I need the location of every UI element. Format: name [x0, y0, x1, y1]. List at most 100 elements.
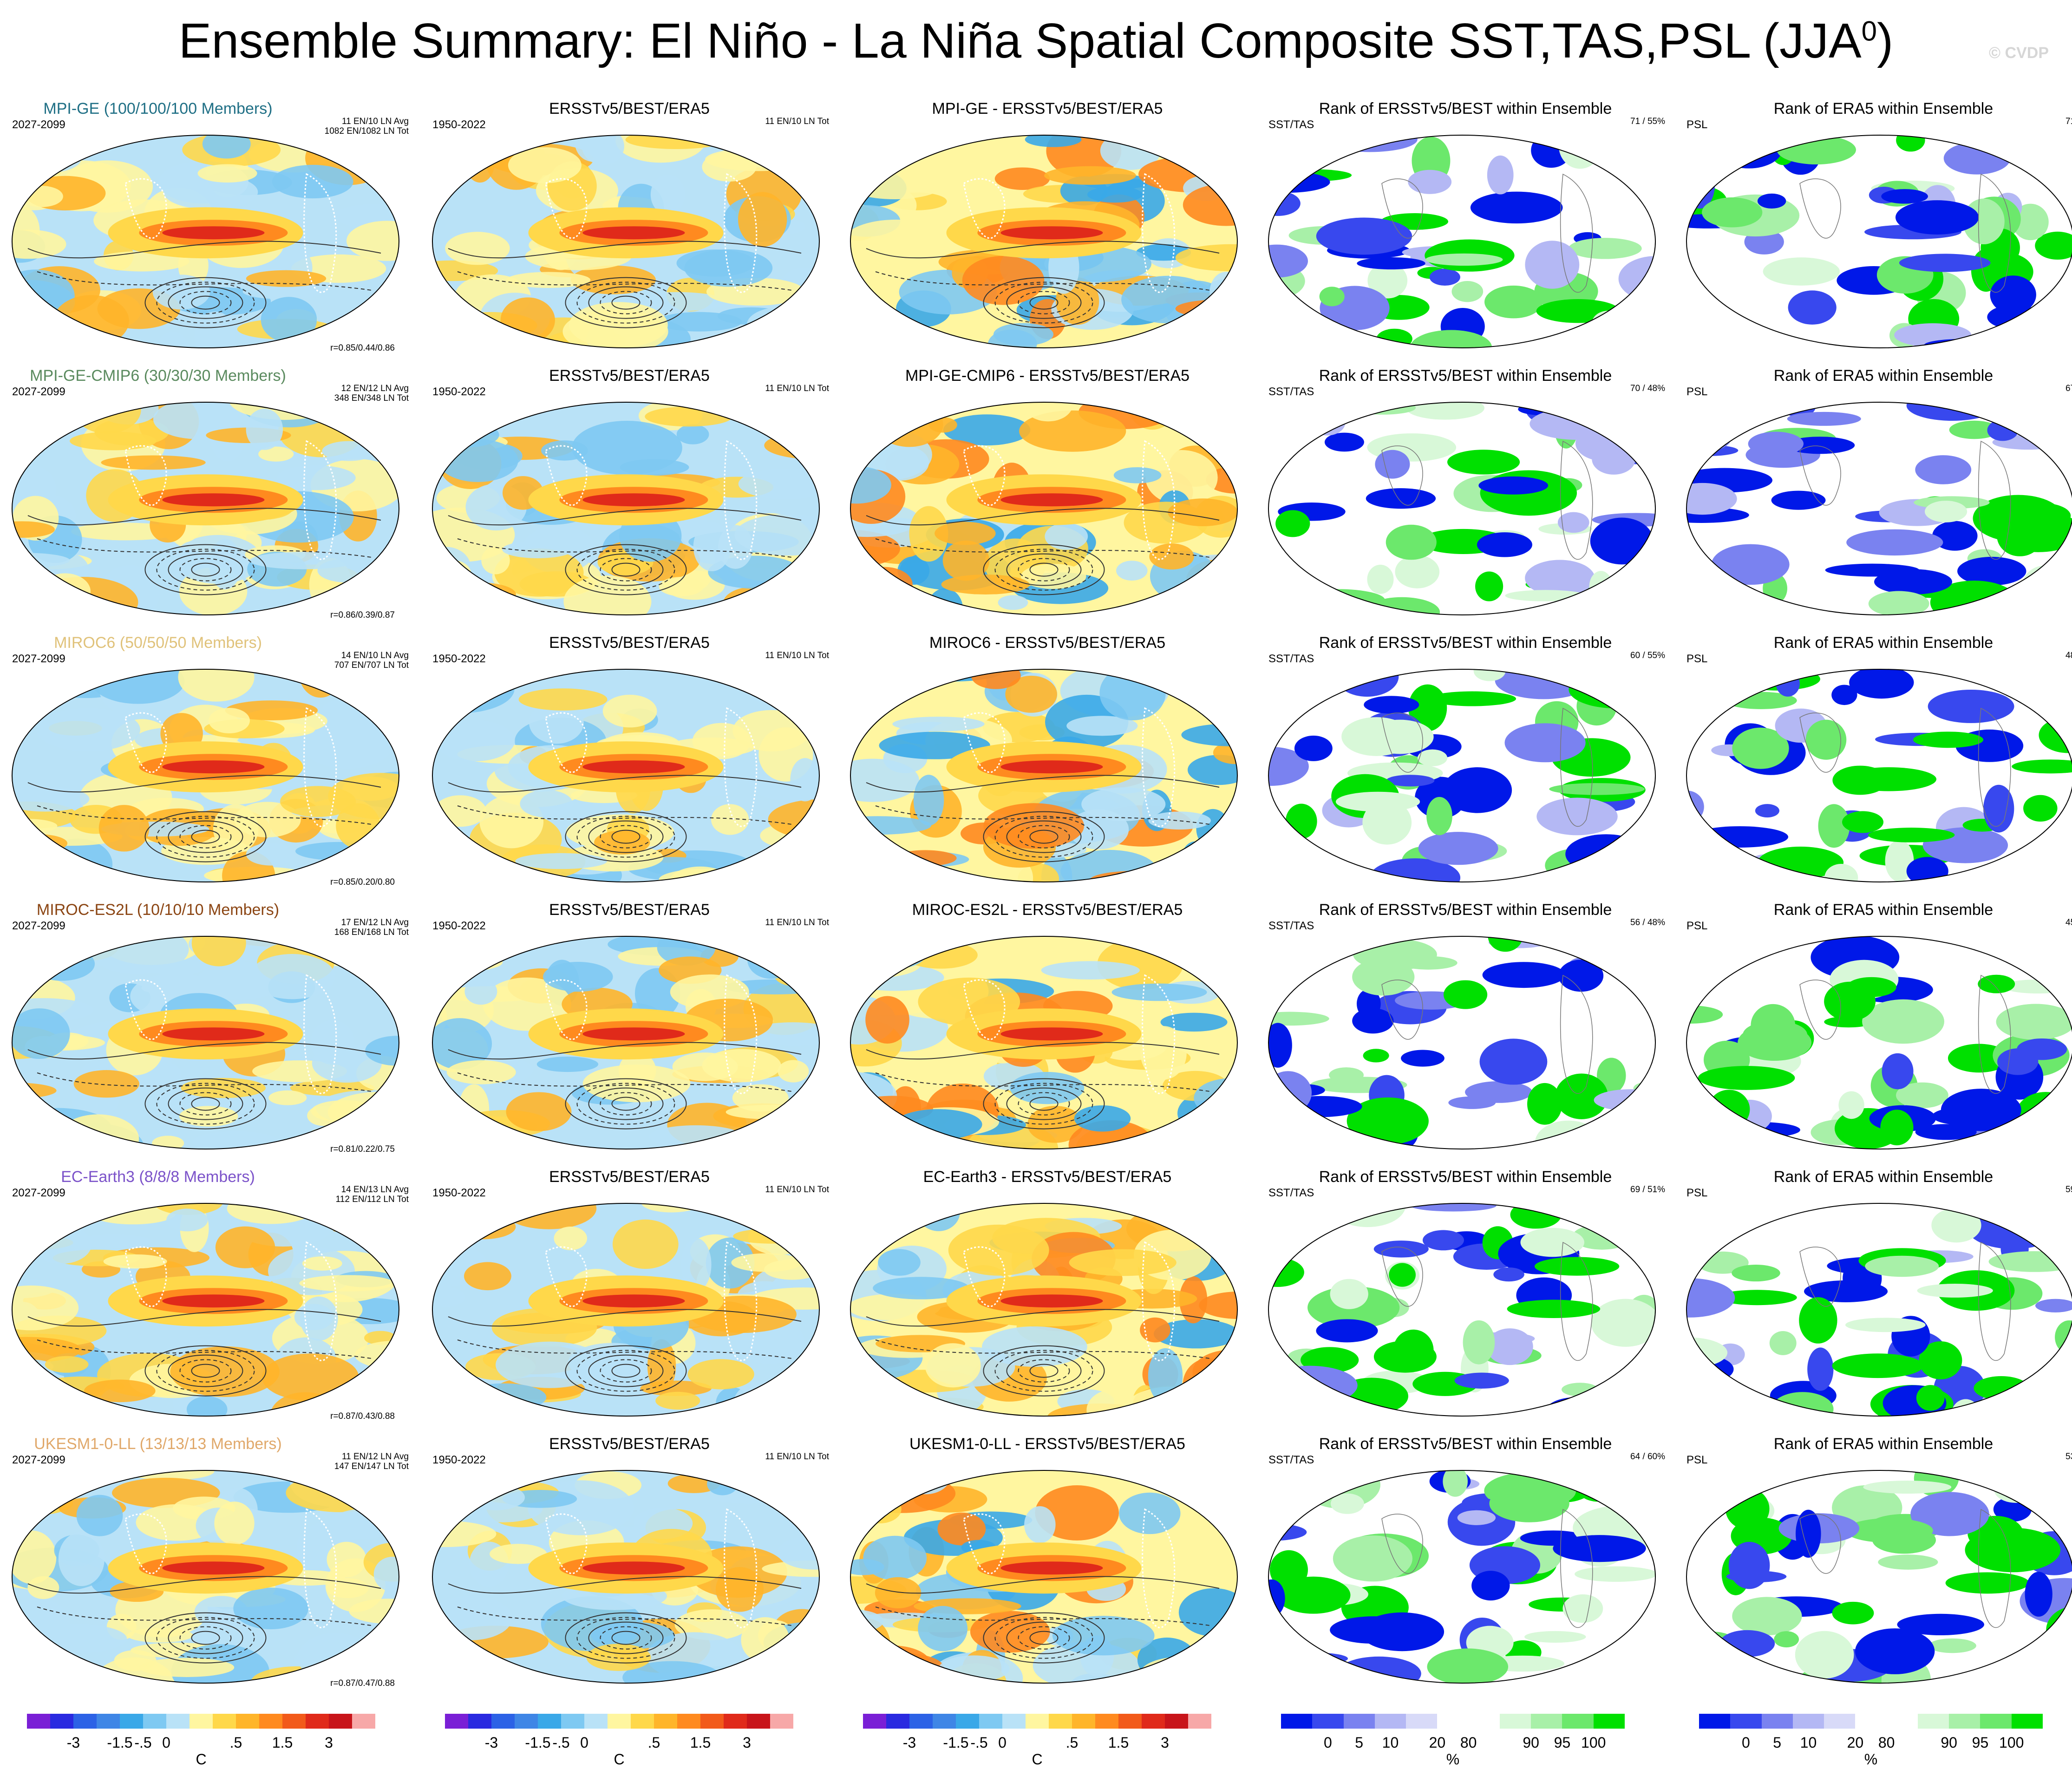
map-obs [432, 1203, 820, 1417]
colorbar-swatch [2011, 1714, 2043, 1729]
panel-title: Rank of ERA5 within Ensemble [1773, 100, 1994, 118]
colorbar-swatch [1792, 1714, 1824, 1729]
colorbar-swatch [886, 1714, 909, 1729]
panel-left-label: 1950-2022 [432, 385, 486, 398]
colorbar-swatch [1049, 1714, 1072, 1729]
map-obs [432, 402, 820, 615]
panel-left-label: SST/TAS [1268, 118, 1314, 131]
panel-right-label: 11 EN/10 LN Tot [765, 651, 829, 660]
panel-title: MPI-GE (100/100/100 Members) [43, 100, 273, 118]
colorbar-swatch [1095, 1714, 1118, 1729]
colorbar-tick-label: -3 [484, 1734, 498, 1751]
colorbar-swatch [97, 1714, 120, 1729]
panel-left-label: 1950-2022 [432, 653, 486, 665]
colorbar-swatch [259, 1714, 282, 1729]
map-rank_psl [1686, 669, 2072, 882]
map-diff [850, 1470, 1238, 1684]
colorbar-swatch [1406, 1714, 1438, 1729]
colorbar-tick-label: 3 [1161, 1734, 1169, 1751]
colorbar-swatch [608, 1714, 631, 1729]
colorbar-tick-label: -1.5 [943, 1734, 969, 1751]
panel-right-label: 11 EN/10 LN Avg 1082 EN/1082 LN Tot [325, 117, 409, 136]
event-count-tot: 348 EN/348 LN Tot [334, 393, 409, 403]
panel-right-label: 69 / 51% [1630, 1185, 1665, 1195]
cvdp-watermark: © CVDP [1989, 44, 2049, 62]
panel-left-label: PSL [1686, 1454, 1708, 1466]
colorbar-swatch [724, 1714, 747, 1729]
colorbar-swatch [979, 1714, 1002, 1729]
panel-left-label: 2027-2099 [12, 385, 65, 398]
panel-rank_psl: Rank of ERA5 within Ensemble PSL 48% [1679, 634, 2072, 894]
panel-title: Rank of ERSSTv5/BEST within Ensemble [1319, 367, 1612, 385]
map-rank_sst [1268, 669, 1656, 882]
panel-title: EC-Earth3 (8/8/8 Members) [61, 1168, 255, 1186]
colorbar-swatch [1917, 1714, 1949, 1729]
colorbar-swatch [654, 1714, 677, 1729]
panel-right-label: 60 / 55% [1630, 651, 1665, 660]
colorbar-swatch [143, 1714, 166, 1729]
pattern-correlation: r=0.85/0.44/0.86 [330, 343, 395, 353]
panel-left-label: 2027-2099 [12, 1454, 65, 1466]
map-obs [432, 135, 820, 348]
panel-left-label: 1950-2022 [432, 920, 486, 932]
panel-left-label: 1950-2022 [432, 118, 486, 131]
colorbar-swatch [1949, 1714, 1980, 1729]
colorbar-anomaly: -3 -1.5 -.5 0 .5 1.5 3 C [27, 1714, 375, 1768]
colorbar-swatch [27, 1714, 50, 1729]
colorbar-swatch [933, 1714, 956, 1729]
panel-model: MPI-GE (100/100/100 Members) r=0.85/0.44/… [5, 100, 413, 360]
panel-right-label: 71 / 55% [1630, 117, 1665, 126]
panel-title: Rank of ERSSTv5/BEST within Ensemble [1319, 1168, 1612, 1186]
panel-obs: ERSSTv5/BEST/ERA5 1950-2022 11 EN/10 LN To… [425, 1168, 834, 1428]
colorbar-swatch [1072, 1714, 1095, 1729]
colorbar-cells [445, 1714, 793, 1729]
colorbar-swatch [1824, 1714, 1856, 1729]
panel-right-label: 11 EN/10 LN Tot [765, 1452, 829, 1462]
map-rank_sst [1268, 135, 1656, 348]
event-count-tot: 168 EN/168 LN Tot [334, 927, 409, 937]
colorbar-tick-label: 20 [1429, 1734, 1446, 1751]
panel-title: UKESM1-0-LL - ERSSTv5/BEST/ERA5 [909, 1435, 1185, 1453]
colorbar-swatch [329, 1714, 352, 1729]
panel-title: MPI-GE-CMIP6 - ERSSTv5/BEST/ERA5 [905, 367, 1190, 385]
panel-model: MIROC-ES2L (10/10/10 Members) r=0.81/0.22… [5, 901, 413, 1161]
panel-title: Rank of ERSSTv5/BEST within Ensemble [1319, 634, 1612, 652]
colorbar-swatch [1343, 1714, 1375, 1729]
colorbar-swatch [468, 1714, 491, 1729]
colorbar-tick-label: .5 [1065, 1734, 1078, 1751]
colorbar-unit: C [1032, 1751, 1043, 1768]
panel-obs: ERSSTv5/BEST/ERA5 1950-2022 11 EN/10 LN To… [425, 367, 834, 627]
colorbar-tick-label: 0 [162, 1734, 170, 1751]
panel-rank_sst: Rank of ERSSTv5/BEST within Ensemble SST/… [1261, 634, 1670, 894]
colorbar-tick-label: 10 [1800, 1734, 1817, 1751]
panel-obs: ERSSTv5/BEST/ERA5 1950-2022 11 EN/10 LN To… [425, 634, 834, 894]
colorbar-swatch [445, 1714, 468, 1729]
panel-title: Rank of ERSSTv5/BEST within Ensemble [1319, 901, 1612, 919]
panel-diff: UKESM1-0-LL - ERSSTv5/BEST/ERA5 [843, 1435, 1252, 1695]
colorbar-swatch [1855, 1714, 1887, 1729]
panel-title: Rank of ERA5 within Ensemble [1773, 634, 1994, 652]
colorbar-anomaly: -3 -1.5 -.5 0 .5 1.5 3 C [863, 1714, 1211, 1768]
map-rank_sst [1268, 1470, 1656, 1684]
colorbar-swatch [1468, 1714, 1500, 1729]
panel-title: MIROC6 (50/50/50 Members) [54, 634, 262, 652]
pattern-correlation: r=0.85/0.20/0.80 [330, 877, 395, 887]
map-rank_sst [1268, 936, 1656, 1149]
colorbar-swatch [190, 1714, 213, 1729]
colorbar-tick-label: 20 [1847, 1734, 1864, 1751]
map-model [12, 402, 399, 615]
map-rank_psl [1686, 936, 2072, 1149]
colorbar-tick-label: 100 [1999, 1734, 2024, 1751]
panel-diff: EC-Earth3 - ERSSTv5/BEST/ERA5 [843, 1168, 1252, 1428]
colorbar-swatch [515, 1714, 538, 1729]
panel-right-label: 59% [2065, 1185, 2072, 1195]
colorbar-cells [863, 1714, 1211, 1729]
panel-title: MPI-GE-CMIP6 (30/30/30 Members) [30, 367, 286, 385]
colorbar-swatch [1562, 1714, 1594, 1729]
map-rank_psl [1686, 1470, 2072, 1684]
panel-rank_sst: Rank of ERSSTv5/BEST within Ensemble SST/… [1261, 1435, 1670, 1695]
colorbar-tick-label: .5 [229, 1734, 242, 1751]
colorbar-tick-label: 10 [1382, 1734, 1399, 1751]
colorbar-tick-label: 0 [1742, 1734, 1750, 1751]
colorbar-tick-label: -1.5 [107, 1734, 133, 1751]
